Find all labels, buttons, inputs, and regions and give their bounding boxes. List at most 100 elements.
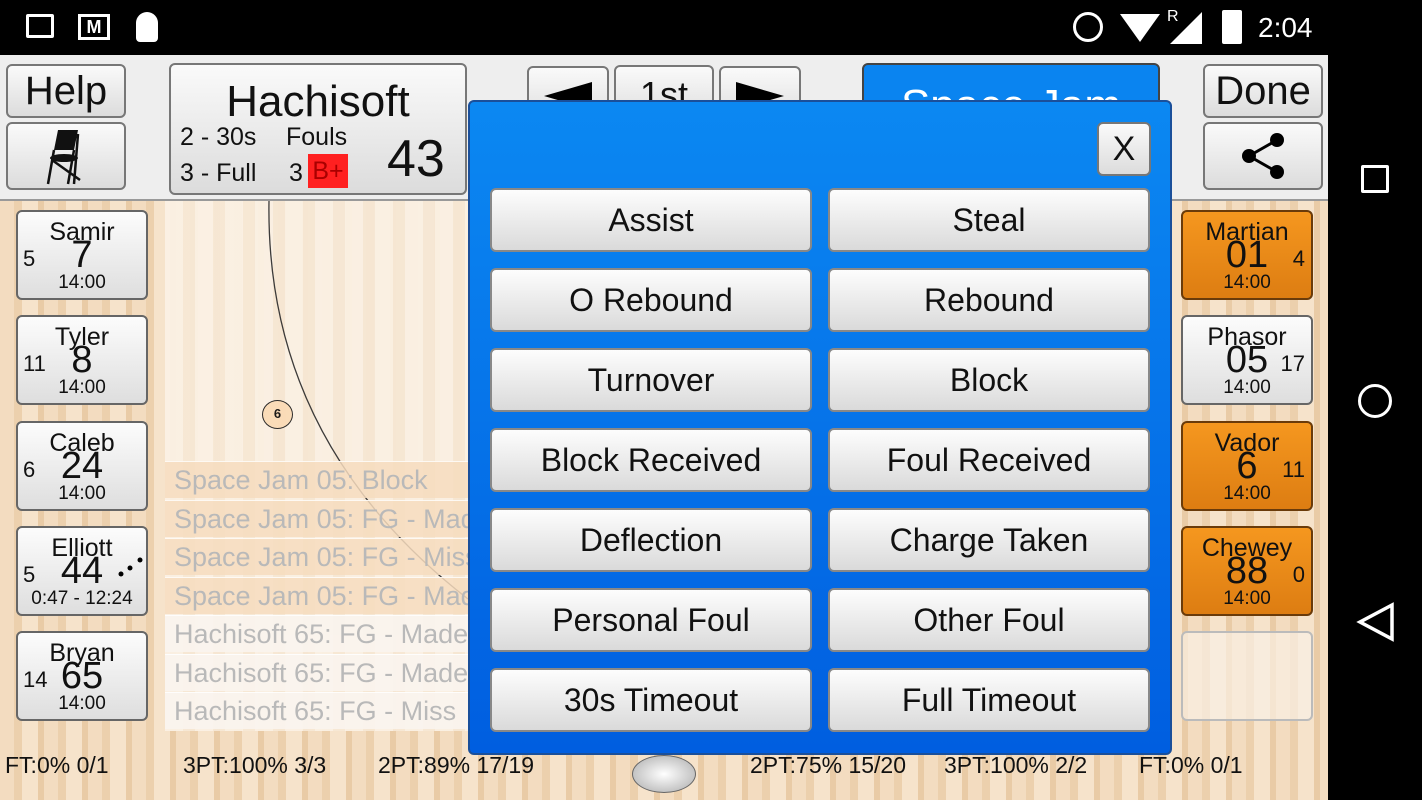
30s-timeout-button[interactable]: 30s Timeout <box>490 668 812 732</box>
player-card[interactable]: Caleb 24 14:00 6 <box>16 420 148 511</box>
image-icon <box>26 14 54 38</box>
team-fouls: 3 <box>289 159 303 187</box>
block-received-button[interactable]: Block Received <box>490 428 812 492</box>
bench-button[interactable] <box>6 122 126 190</box>
battery-charging-icon <box>1222 10 1242 44</box>
shot-marker-label: 6 <box>273 406 282 421</box>
home-ft-stat: FT:0% 0/1 <box>5 752 109 778</box>
turnover-button[interactable]: Turnover <box>490 348 812 412</box>
home-score: 43 <box>387 130 445 188</box>
log-entry[interactable]: Space Jam 05: FG - Made <box>165 499 468 537</box>
shot-marker[interactable]: 6 <box>262 400 293 429</box>
log-entry[interactable]: Space Jam 05: FG - Miss <box>165 538 468 575</box>
player-name: Vador <box>1214 428 1280 457</box>
player-stat: 0 <box>1292 561 1305 587</box>
player-number: 05 <box>1225 339 1269 382</box>
foul-received-button[interactable]: Foul Received <box>828 428 1150 492</box>
log-entry[interactable]: Hachisoft 65: FG - Miss <box>165 692 468 729</box>
dots-icon <box>118 557 143 577</box>
player-name: Phasor <box>1207 323 1287 352</box>
steal-button[interactable]: Steal <box>828 188 1150 252</box>
player-name: Caleb <box>49 428 115 457</box>
player-time: 14:00 <box>58 272 106 293</box>
empty-player-slot[interactable] <box>1181 631 1313 721</box>
player-name: Tyler <box>54 323 110 352</box>
other-foul-button[interactable]: Other Foul <box>828 588 1150 652</box>
player-time: 14:00 <box>1223 272 1271 293</box>
shot-chart-icon[interactable] <box>632 755 696 793</box>
player-name: Martian <box>1205 218 1289 246</box>
player-number: 6 <box>1236 444 1258 487</box>
player-time: 14:00 <box>58 377 106 399</box>
player-card[interactable]: Phasor 05 14:00 17 <box>1181 315 1313 406</box>
log-entry[interactable]: Space Jam 05: FG - Made <box>165 576 468 614</box>
help-button[interactable]: Help <box>6 64 126 118</box>
wifi-icon <box>1120 14 1160 42</box>
player-stat: 5 <box>23 246 36 271</box>
player-name: Samir <box>49 218 115 246</box>
player-number: 88 <box>1225 549 1269 592</box>
player-time: 14:00 <box>58 693 106 715</box>
rebound-button[interactable]: Rebound <box>828 268 1150 332</box>
player-name: Elliott <box>51 533 113 562</box>
player-name: Bryan <box>49 639 115 668</box>
player-stat: 5 <box>23 561 36 587</box>
signal-icon <box>1170 12 1202 44</box>
player-number: 01 <box>1225 234 1269 276</box>
done-label: Done <box>1215 68 1311 113</box>
log-entry[interactable]: Hachisoft 65: FG - Made <box>165 615 468 652</box>
player-stat: 6 <box>23 456 36 482</box>
recents-icon[interactable] <box>1361 165 1389 193</box>
player-stat: 11 <box>1282 456 1305 482</box>
player-stat: 17 <box>1280 351 1305 377</box>
folding-chair-icon <box>46 130 81 185</box>
home-team-panel[interactable]: Hachisoft 2 - 30s 3 - Full Fouls 3 B+ 43 <box>169 63 467 195</box>
player-card[interactable]: Tyler 8 14:00 11 <box>16 315 148 406</box>
share-icon <box>1242 133 1284 179</box>
status-bar: M R 2:04 <box>0 0 1422 55</box>
bonus-badge: B+ <box>308 154 348 188</box>
player-stat: 11 <box>23 351 46 377</box>
player-time: 14:00 <box>58 482 106 504</box>
player-card[interactable]: Elliott 44 0:47 - 12:24 5 <box>16 525 148 616</box>
away-ft-stat: FT:0% 0/1 <box>1139 752 1243 778</box>
charge-taken-button[interactable]: Charge Taken <box>828 508 1150 572</box>
player-stat: 14 <box>23 667 48 693</box>
away-3pt-stat: 3PT:100% 2/2 <box>944 752 1088 778</box>
player-time: 14:00 <box>1223 482 1271 504</box>
o-rebound-button[interactable]: O Rebound <box>490 268 812 332</box>
player-number: 65 <box>60 655 104 698</box>
player-card[interactable]: Vador 6 14:00 11 <box>1181 420 1313 511</box>
block-button[interactable]: Block <box>828 348 1150 412</box>
home-team-name: Hachisoft <box>226 77 410 126</box>
home-icon[interactable] <box>1358 384 1392 418</box>
player-card[interactable]: Martian 01 14:00 4 <box>1181 210 1313 300</box>
back-icon[interactable] <box>1356 602 1396 642</box>
player-card[interactable]: Samir 7 14:00 5 <box>16 210 148 300</box>
share-button[interactable] <box>1203 122 1323 190</box>
player-name: Chewey <box>1201 533 1293 562</box>
player-time: 14:00 <box>1223 587 1271 609</box>
full-timeout-button[interactable]: Full Timeout <box>828 668 1150 732</box>
done-button[interactable]: Done <box>1203 64 1323 118</box>
android-nav-bar <box>1328 55 1422 800</box>
home-3pt-stat: 3PT:100% 3/3 <box>183 752 327 778</box>
player-number: 44 <box>60 549 104 592</box>
player-number: 8 <box>71 339 93 382</box>
personal-foul-button[interactable]: Personal Foul <box>490 588 812 652</box>
player-card[interactable]: Chewey 88 14:00 0 <box>1181 525 1313 616</box>
clock: 2:04 <box>1258 12 1313 43</box>
player-number: 7 <box>71 234 93 276</box>
player-time: 14:00 <box>1223 377 1271 399</box>
alarm-icon <box>1073 12 1103 42</box>
gmail-icon: M <box>78 14 110 40</box>
close-button[interactable]: X <box>1097 122 1151 176</box>
android-icon <box>136 12 158 42</box>
away-2pt-stat: 2PT:75% 15/20 <box>750 752 907 778</box>
player-card[interactable]: Bryan 65 14:00 14 <box>16 631 148 722</box>
log-entry[interactable]: Hachisoft 65: FG - Made <box>165 653 468 691</box>
player-stat: 4 <box>1292 246 1305 271</box>
assist-button[interactable]: Assist <box>490 188 812 252</box>
log-entry[interactable]: Space Jam 05: Block <box>165 461 468 498</box>
deflection-button[interactable]: Deflection <box>490 508 812 572</box>
